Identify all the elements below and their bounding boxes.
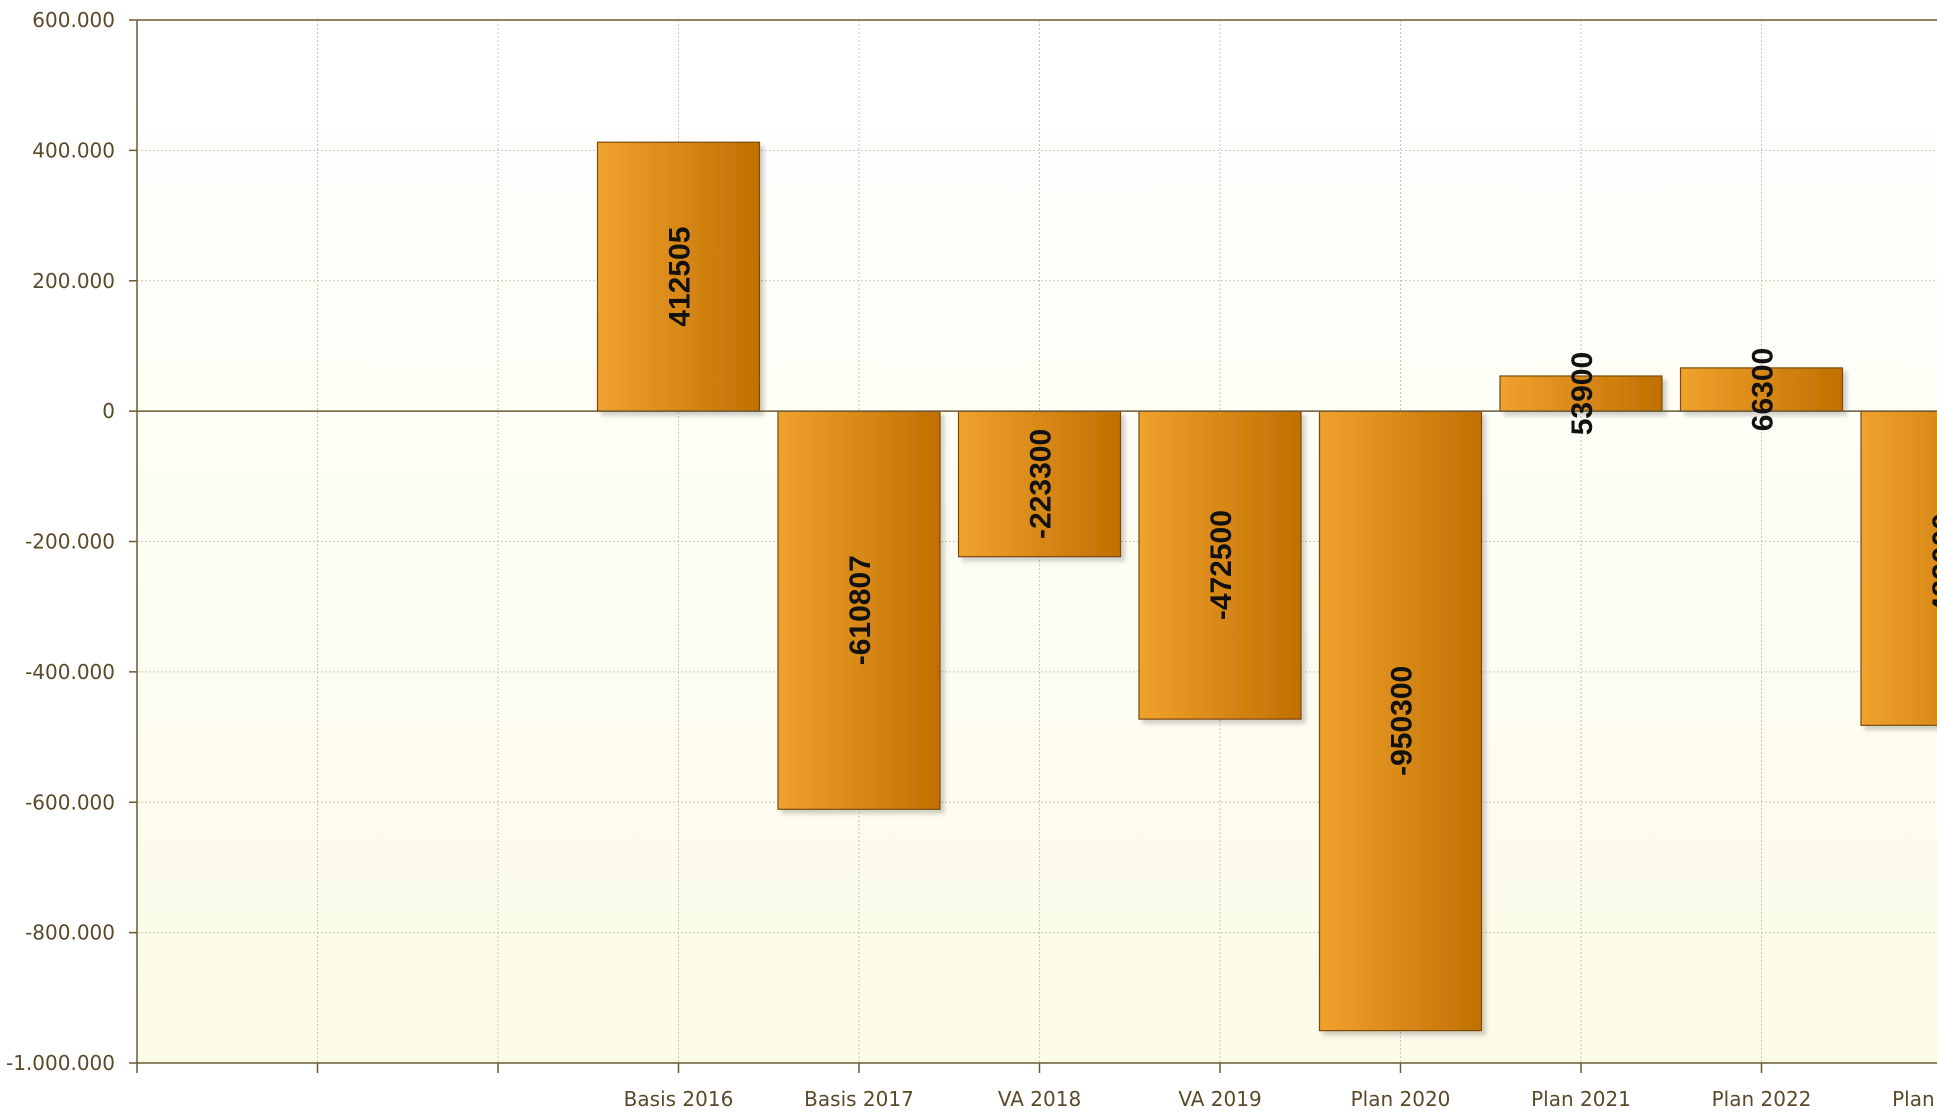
x-tick-label: Basis 2017	[804, 1087, 914, 1111]
x-tick-label: Plan 2023	[1892, 1087, 1937, 1111]
bar-basis-2016	[596, 141, 761, 412]
y-tick-label: -800.000	[25, 921, 115, 945]
x-tick-label: Plan 2021	[1531, 1087, 1631, 1111]
y-tick-label: -1.000.000	[6, 1051, 115, 1075]
labels: 600.000 400.000 200.000 0 -200.000 -400.000 -6…	[6, 8, 1937, 1111]
data-label: -610807	[844, 555, 877, 665]
y-tick-label: -200.000	[25, 530, 115, 554]
data-label: 53900	[1566, 352, 1599, 435]
data-label: -472500	[1205, 510, 1238, 620]
data-label: 412505	[664, 227, 697, 327]
data-label: -223300	[1025, 429, 1058, 539]
y-tick-label: 600.000	[32, 8, 115, 32]
y-tick-label: 200.000	[32, 269, 115, 293]
data-label: 66300	[1747, 348, 1780, 431]
bar-basis-2017	[777, 410, 941, 810]
x-tick-label: VA 2018	[998, 1087, 1081, 1111]
y-tick-label: -400.000	[25, 660, 115, 684]
data-label: -482000	[1927, 513, 1937, 623]
y-tick-label: 0	[102, 399, 115, 423]
axes	[129, 19, 1937, 1073]
y-tick-label: 400.000	[32, 138, 115, 162]
x-tick-label: Plan 2022	[1712, 1087, 1812, 1111]
x-tick-label: Plan 2020	[1351, 1087, 1451, 1111]
data-label: -950300	[1386, 666, 1419, 776]
bars	[596, 141, 1937, 1032]
x-tick-label: Basis 2016	[624, 1087, 734, 1111]
bar-plan-2022	[1679, 367, 1844, 412]
bar-va-2019	[1138, 410, 1302, 720]
x-tick-label: VA 2019	[1178, 1087, 1261, 1111]
bar-va-2018	[957, 410, 1122, 558]
bar-plan-2023	[1860, 410, 1937, 726]
bar-plan-2020	[1318, 410, 1483, 1032]
y-tick-label: -600.000	[25, 790, 115, 814]
